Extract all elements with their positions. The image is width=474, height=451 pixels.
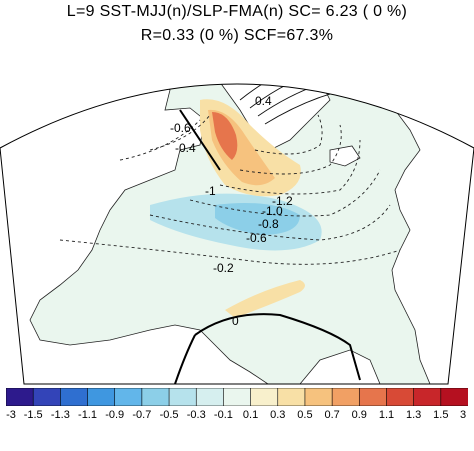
iceland-land (329, 145, 361, 167)
colorbar-swatch (277, 388, 306, 406)
colorbar (6, 388, 468, 406)
colorbar-swatch (386, 388, 415, 406)
colorbar-swatch (114, 388, 143, 406)
contour-label: -1 (205, 184, 216, 198)
colorbar-tick-label: 3 (459, 409, 467, 421)
colorbar-swatch (250, 388, 279, 406)
colorbar-tick-label: -0.5 (159, 409, 179, 421)
colorbar-swatch (87, 388, 116, 406)
colorbar-tick-label: -0.7 (132, 409, 152, 421)
colorbar-swatch (440, 388, 468, 406)
map-domain-outline (0, 83, 474, 385)
slp-negative-contours (59, 114, 401, 265)
contour-label: -0.6 (170, 121, 191, 135)
colorbar-swatch (60, 388, 89, 406)
colorbar-swatch (358, 388, 388, 406)
contour-label: -0.4 (175, 141, 196, 155)
colorbar-swatch (223, 388, 252, 406)
colorbar-tick-label: 0.1 (242, 409, 259, 421)
negative-anomaly-core (215, 202, 300, 235)
colorbar-swatch (32, 388, 61, 406)
contour-label: -0.2 (213, 261, 234, 275)
colorbar-tick-label: -1.3 (50, 409, 70, 421)
colorbar-tick-label: -1.5 (23, 409, 43, 421)
colorbar-swatch (413, 388, 442, 406)
map-title-line-1: L=9 SST-MJJ(n)/SLP-FMA(n) SC= 6.23 ( 0 %… (66, 3, 408, 20)
colorbar-tick-label: -0.9 (105, 409, 125, 421)
subtropical-positive-patch (225, 280, 305, 318)
colorbar-swatch (6, 388, 34, 406)
colorbar-tick-label: -1.1 (78, 409, 97, 421)
contour-label: -1.0 (262, 204, 283, 218)
contour-label: 0 (232, 314, 239, 328)
colorbar-tick-label: 0.3 (270, 409, 286, 421)
contour-label: -0.6 (246, 231, 267, 245)
contour-label: 0.4 (255, 94, 272, 108)
zero-contours (174, 109, 361, 384)
colorbar-swatch (195, 388, 225, 406)
north-america-land (0, 84, 270, 384)
colorbar-tick-label: 0.5 (297, 409, 313, 421)
colorbar-tick-label: -0.1 (213, 409, 233, 421)
colorbar-tick-label: 1.1 (378, 409, 395, 421)
colorbar-tick-label: 0.9 (351, 409, 367, 421)
positive-anomaly-core (212, 112, 238, 160)
contour-label: -0.8 (258, 217, 279, 231)
colorbar-swatch (141, 388, 170, 406)
colorbar-swatch (168, 388, 197, 406)
colorbar-tick-label: 1.5 (433, 409, 449, 421)
colorbar-tick-label: 1.3 (405, 409, 422, 421)
colorbar-tick-label: -3 (6, 409, 16, 421)
map-title-line-2: R=0.33 (0 %) SCF=67.3% (140, 27, 334, 44)
colorbar-swatch (304, 388, 333, 406)
south-america-land (299, 349, 381, 384)
colorbar-swatch (331, 388, 360, 406)
colorbar-tick-label: 0.7 (324, 409, 340, 421)
contour-label: -1.2 (272, 194, 293, 208)
colorbar-tick-label: -0.3 (186, 409, 206, 421)
